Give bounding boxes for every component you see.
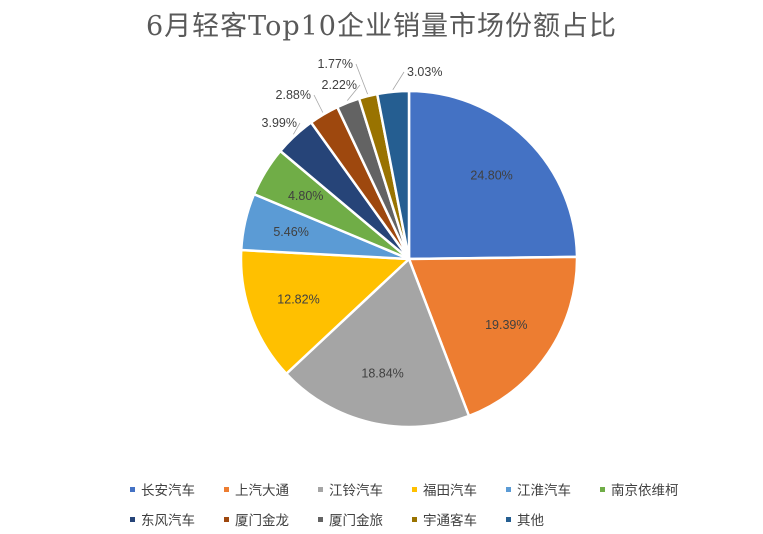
legend: 长安汽车 上汽大通 江铃汽车 福田汽车 江淮汽车 南京依维柯 东风汽车 厦门金龙 厦门金旅 宇通… <box>130 474 730 534</box>
data-label: 3.99% <box>262 116 297 130</box>
legend-label: 宇通客车 <box>423 513 477 529</box>
legend-item: 厦门金旅 <box>318 509 412 529</box>
legend-swatch <box>224 516 229 522</box>
pie-slice-长安汽车 <box>407 89 579 261</box>
data-label: 24.80% <box>470 168 512 182</box>
leader-line <box>293 122 301 135</box>
leader-line <box>355 63 368 95</box>
legend-label: 其他 <box>517 513 544 529</box>
pie-slice-上汽大通 <box>407 255 579 418</box>
pie-slice-其他 <box>375 89 411 260</box>
legend-swatch <box>412 516 417 522</box>
legend-swatch <box>224 486 229 492</box>
legend-item: 长安汽车 <box>130 479 224 499</box>
legend-swatch <box>130 516 135 522</box>
leader-line <box>313 94 324 113</box>
legend-swatch <box>600 486 605 492</box>
data-label: 2.88% <box>276 88 311 102</box>
legend-row: 东风汽车 厦门金龙 厦门金旅 宇通客车 其他 <box>130 504 730 534</box>
legend-swatch <box>318 486 323 492</box>
legend-label: 福田汽车 <box>423 483 477 499</box>
data-label: 18.84% <box>361 367 403 381</box>
legend-label: 厦门金旅 <box>329 513 383 529</box>
legend-item: 上汽大通 <box>224 479 318 499</box>
legend-label: 江淮汽车 <box>517 483 571 499</box>
legend-item: 南京依维柯 <box>600 479 694 499</box>
leader-lines <box>293 63 405 135</box>
legend-item: 宇通客车 <box>412 509 506 529</box>
legend-item: 东风汽车 <box>130 509 224 529</box>
data-label: 1.77% <box>318 57 353 71</box>
legend-item: 江铃汽车 <box>318 479 412 499</box>
pie-slices <box>239 89 579 429</box>
legend-label: 江铃汽车 <box>329 483 383 499</box>
legend-swatch <box>506 516 511 522</box>
leader-line <box>392 71 405 91</box>
data-labels: 24.80% 19.39% 18.84% 12.82% 5.46% 4.80% 3.99% 2… <box>262 57 528 381</box>
data-label: 4.80% <box>288 189 323 203</box>
pie-slice-福田汽车 <box>239 248 412 376</box>
legend-label: 长安汽车 <box>141 483 195 499</box>
pie-slice-江铃汽车 <box>284 256 471 429</box>
data-label: 5.46% <box>273 225 308 239</box>
legend-swatch <box>506 486 511 492</box>
data-label: 19.39% <box>485 318 527 332</box>
legend-swatch <box>318 516 323 522</box>
data-label: 2.22% <box>322 78 357 92</box>
chart-title: 6月轻客Top10企业销量市场份额占比 <box>146 11 617 42</box>
legend-label: 厦门金龙 <box>235 513 289 529</box>
leader-line <box>346 84 361 101</box>
legend-item: 其他 <box>506 509 600 529</box>
legend-label: 东风汽车 <box>141 513 195 529</box>
legend-item: 福田汽车 <box>412 479 506 499</box>
legend-row: 长安汽车 上汽大通 江铃汽车 福田汽车 江淮汽车 南京依维柯 <box>130 474 730 504</box>
legend-item: 江淮汽车 <box>506 479 600 499</box>
data-label: 12.82% <box>277 292 319 306</box>
data-label: 3.03% <box>407 65 442 79</box>
legend-swatch <box>412 486 417 492</box>
legend-swatch <box>130 486 135 492</box>
legend-label: 南京依维柯 <box>611 483 679 499</box>
legend-label: 上汽大通 <box>235 483 289 499</box>
legend-item: 厦门金龙 <box>224 509 318 529</box>
